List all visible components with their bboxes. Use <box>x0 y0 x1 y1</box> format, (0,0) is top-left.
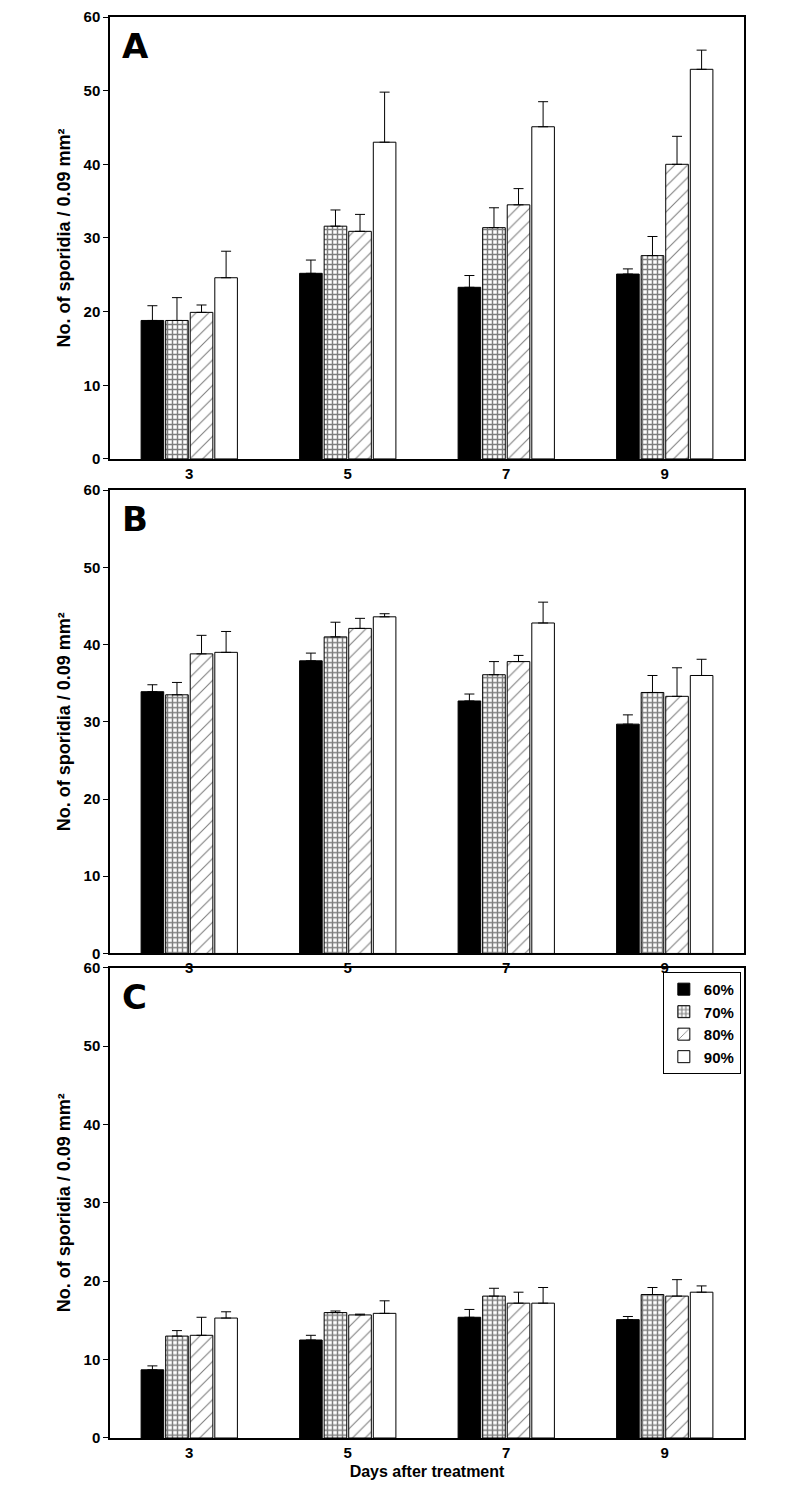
svg-text:Days after treatment: Days after treatment <box>350 1463 505 1480</box>
svg-text:40: 40 <box>84 156 101 173</box>
svg-text:70%: 70% <box>704 1004 734 1021</box>
svg-text:5: 5 <box>344 959 352 976</box>
svg-text:3: 3 <box>185 959 193 976</box>
svg-text:3: 3 <box>185 1444 193 1461</box>
svg-text:10: 10 <box>84 377 101 394</box>
svg-text:No. of sporidia / 0.09 mm²: No. of sporidia / 0.09 mm² <box>54 128 74 347</box>
svg-text:9: 9 <box>661 465 669 482</box>
svg-text:50: 50 <box>84 1037 101 1054</box>
svg-text:40: 40 <box>84 636 101 653</box>
svg-text:30: 30 <box>84 1194 101 1211</box>
svg-text:9: 9 <box>661 1444 669 1461</box>
svg-text:60: 60 <box>84 8 101 25</box>
svg-text:50: 50 <box>84 559 101 576</box>
svg-text:5: 5 <box>344 1444 352 1461</box>
svg-text:30: 30 <box>84 229 101 246</box>
svg-text:60%: 60% <box>704 981 734 998</box>
svg-text:0: 0 <box>92 1429 100 1446</box>
svg-text:20: 20 <box>84 1272 101 1289</box>
svg-text:30: 30 <box>84 713 101 730</box>
svg-text:60: 60 <box>84 959 101 976</box>
svg-text:50: 50 <box>84 82 101 99</box>
svg-text:10: 10 <box>84 1351 101 1368</box>
svg-text:A: A <box>122 26 149 66</box>
svg-text:0: 0 <box>92 450 100 467</box>
svg-text:20: 20 <box>84 790 101 807</box>
svg-text:5: 5 <box>344 465 352 482</box>
svg-text:20: 20 <box>84 303 101 320</box>
svg-text:C: C <box>122 977 147 1017</box>
svg-text:90%: 90% <box>704 1049 734 1066</box>
svg-text:7: 7 <box>502 465 510 482</box>
svg-text:80%: 80% <box>704 1026 734 1043</box>
svg-text:3: 3 <box>185 465 193 482</box>
svg-text:7: 7 <box>502 959 510 976</box>
svg-text:No. of sporidia / 0.09 mm²: No. of sporidia / 0.09 mm² <box>54 612 74 831</box>
svg-text:10: 10 <box>84 867 101 884</box>
svg-text:0: 0 <box>92 945 100 962</box>
svg-text:60: 60 <box>84 481 101 498</box>
svg-text:40: 40 <box>84 1116 101 1133</box>
svg-text:No. of sporidia / 0.09 mm²: No. of sporidia / 0.09 mm² <box>54 1093 74 1312</box>
svg-text:B: B <box>122 499 148 539</box>
svg-text:7: 7 <box>502 1444 510 1461</box>
svg-text:9: 9 <box>660 959 669 977</box>
